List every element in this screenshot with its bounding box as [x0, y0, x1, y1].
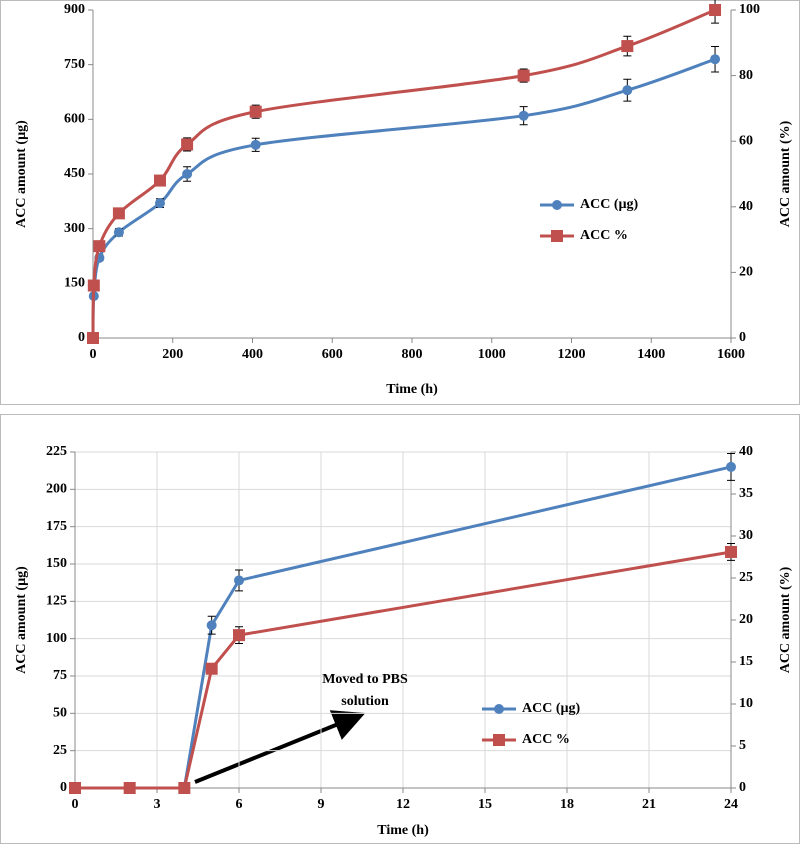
y2-tick-label: 40	[739, 444, 753, 459]
legend-label: ACC %	[580, 228, 628, 243]
data-point	[621, 40, 634, 53]
data-point	[112, 207, 125, 220]
data-point	[250, 139, 261, 150]
data-point	[123, 782, 136, 794]
data-point	[113, 227, 124, 238]
legend-label: ACC (µg)	[580, 197, 639, 212]
y-tick-label: 50	[53, 706, 67, 721]
y2-tick-label: 0	[739, 330, 746, 345]
annotation: solution	[341, 694, 389, 709]
x-tick-label: 800	[402, 347, 423, 362]
y2-tick-label: 10	[739, 696, 753, 711]
series-line	[91, 8, 716, 339]
y-tick-label: 150	[46, 556, 67, 571]
x-tick-label: 1000	[478, 347, 506, 362]
y2-tick-label: 0	[739, 780, 746, 795]
x-tick-label: 1200	[558, 347, 586, 362]
data-point	[205, 662, 218, 675]
y-tick-label: 300	[64, 221, 85, 236]
data-point	[153, 174, 166, 187]
x-tick-label: 1600	[717, 347, 745, 362]
series-line	[91, 57, 716, 339]
y-axis-label: ACC amount (µg)	[14, 120, 29, 228]
legend-marker	[551, 230, 563, 242]
y2-tick-label: 30	[739, 528, 753, 543]
y2-tick-label: 80	[739, 68, 753, 83]
x-tick-label: 9	[318, 797, 325, 812]
y2-tick-label: 40	[739, 199, 753, 214]
data-point	[178, 782, 191, 794]
annotation: Moved to PBS	[322, 672, 408, 687]
data-point	[69, 782, 81, 794]
data-point	[87, 332, 99, 344]
x-tick-label: 1400	[637, 347, 665, 362]
x-tick-label: 15	[478, 797, 492, 812]
data-point	[182, 169, 193, 179]
y2-tick-label: 25	[739, 570, 753, 585]
y2-axis-label: ACC amount (%)	[778, 566, 793, 673]
legend-label: ACC (µg)	[522, 701, 581, 716]
data-point	[154, 198, 165, 209]
y-tick-label: 0	[60, 780, 67, 795]
y-tick-label: 125	[46, 594, 67, 609]
x-axis-label: Time (h)	[377, 823, 429, 838]
data-point	[249, 105, 262, 118]
y-tick-label: 100	[46, 631, 67, 646]
legend-marker	[494, 704, 504, 714]
y2-tick-label: 35	[739, 486, 753, 501]
series-line	[75, 550, 732, 790]
x-tick-label: 6	[236, 797, 243, 812]
y-tick-label: 600	[64, 112, 85, 127]
x-tick-label: 3	[154, 797, 161, 812]
y-tick-label: 225	[46, 444, 67, 459]
y-tick-label: 75	[53, 668, 67, 683]
x-tick-label: 12	[396, 797, 410, 812]
y2-tick-label: 100	[739, 2, 760, 17]
y-tick-label: 150	[64, 276, 85, 291]
x-tick-label: 0	[90, 347, 97, 362]
y-tick-label: 750	[64, 57, 85, 72]
data-point	[517, 69, 530, 82]
x-axis-label: Time (h)	[386, 382, 438, 397]
data-point	[710, 54, 721, 65]
data-point	[725, 545, 737, 558]
y-tick-label: 175	[46, 519, 67, 534]
x-tick-label: 600	[322, 347, 343, 362]
data-point	[233, 629, 245, 642]
x-tick-label: 0	[72, 797, 79, 812]
y2-axis-label: ACC amount (%)	[778, 120, 793, 227]
x-tick-label: 24	[724, 797, 738, 812]
data-point	[622, 85, 633, 96]
y2-tick-label: 5	[739, 738, 746, 753]
x-tick-label: 18	[560, 797, 574, 812]
x-tick-label: 400	[242, 347, 263, 362]
data-point	[518, 110, 529, 121]
legend-marker	[493, 734, 505, 746]
x-tick-label: 21	[642, 797, 656, 812]
y2-tick-label: 20	[739, 612, 753, 627]
y2-tick-label: 15	[739, 654, 753, 669]
annotation-arrow	[194, 710, 366, 784]
y-axis-label: ACC amount (µg)	[14, 566, 29, 674]
y-tick-label: 200	[46, 482, 67, 497]
y-tick-label: 900	[64, 2, 85, 17]
y-tick-label: 450	[64, 166, 85, 181]
data-point	[181, 138, 194, 151]
data-point	[93, 240, 106, 253]
data-point	[206, 620, 217, 631]
legend-marker	[552, 200, 562, 210]
data-point	[726, 461, 736, 472]
chart-frame	[0, 0, 800, 405]
data-point	[709, 4, 722, 16]
y2-tick-label: 60	[739, 133, 753, 148]
data-point	[234, 575, 244, 586]
y-tick-label: 0	[78, 330, 85, 345]
data-point	[87, 279, 100, 292]
y-tick-label: 25	[53, 743, 67, 758]
x-tick-label: 200	[162, 347, 183, 362]
legend-label: ACC %	[522, 732, 570, 747]
y2-tick-label: 20	[739, 265, 753, 280]
